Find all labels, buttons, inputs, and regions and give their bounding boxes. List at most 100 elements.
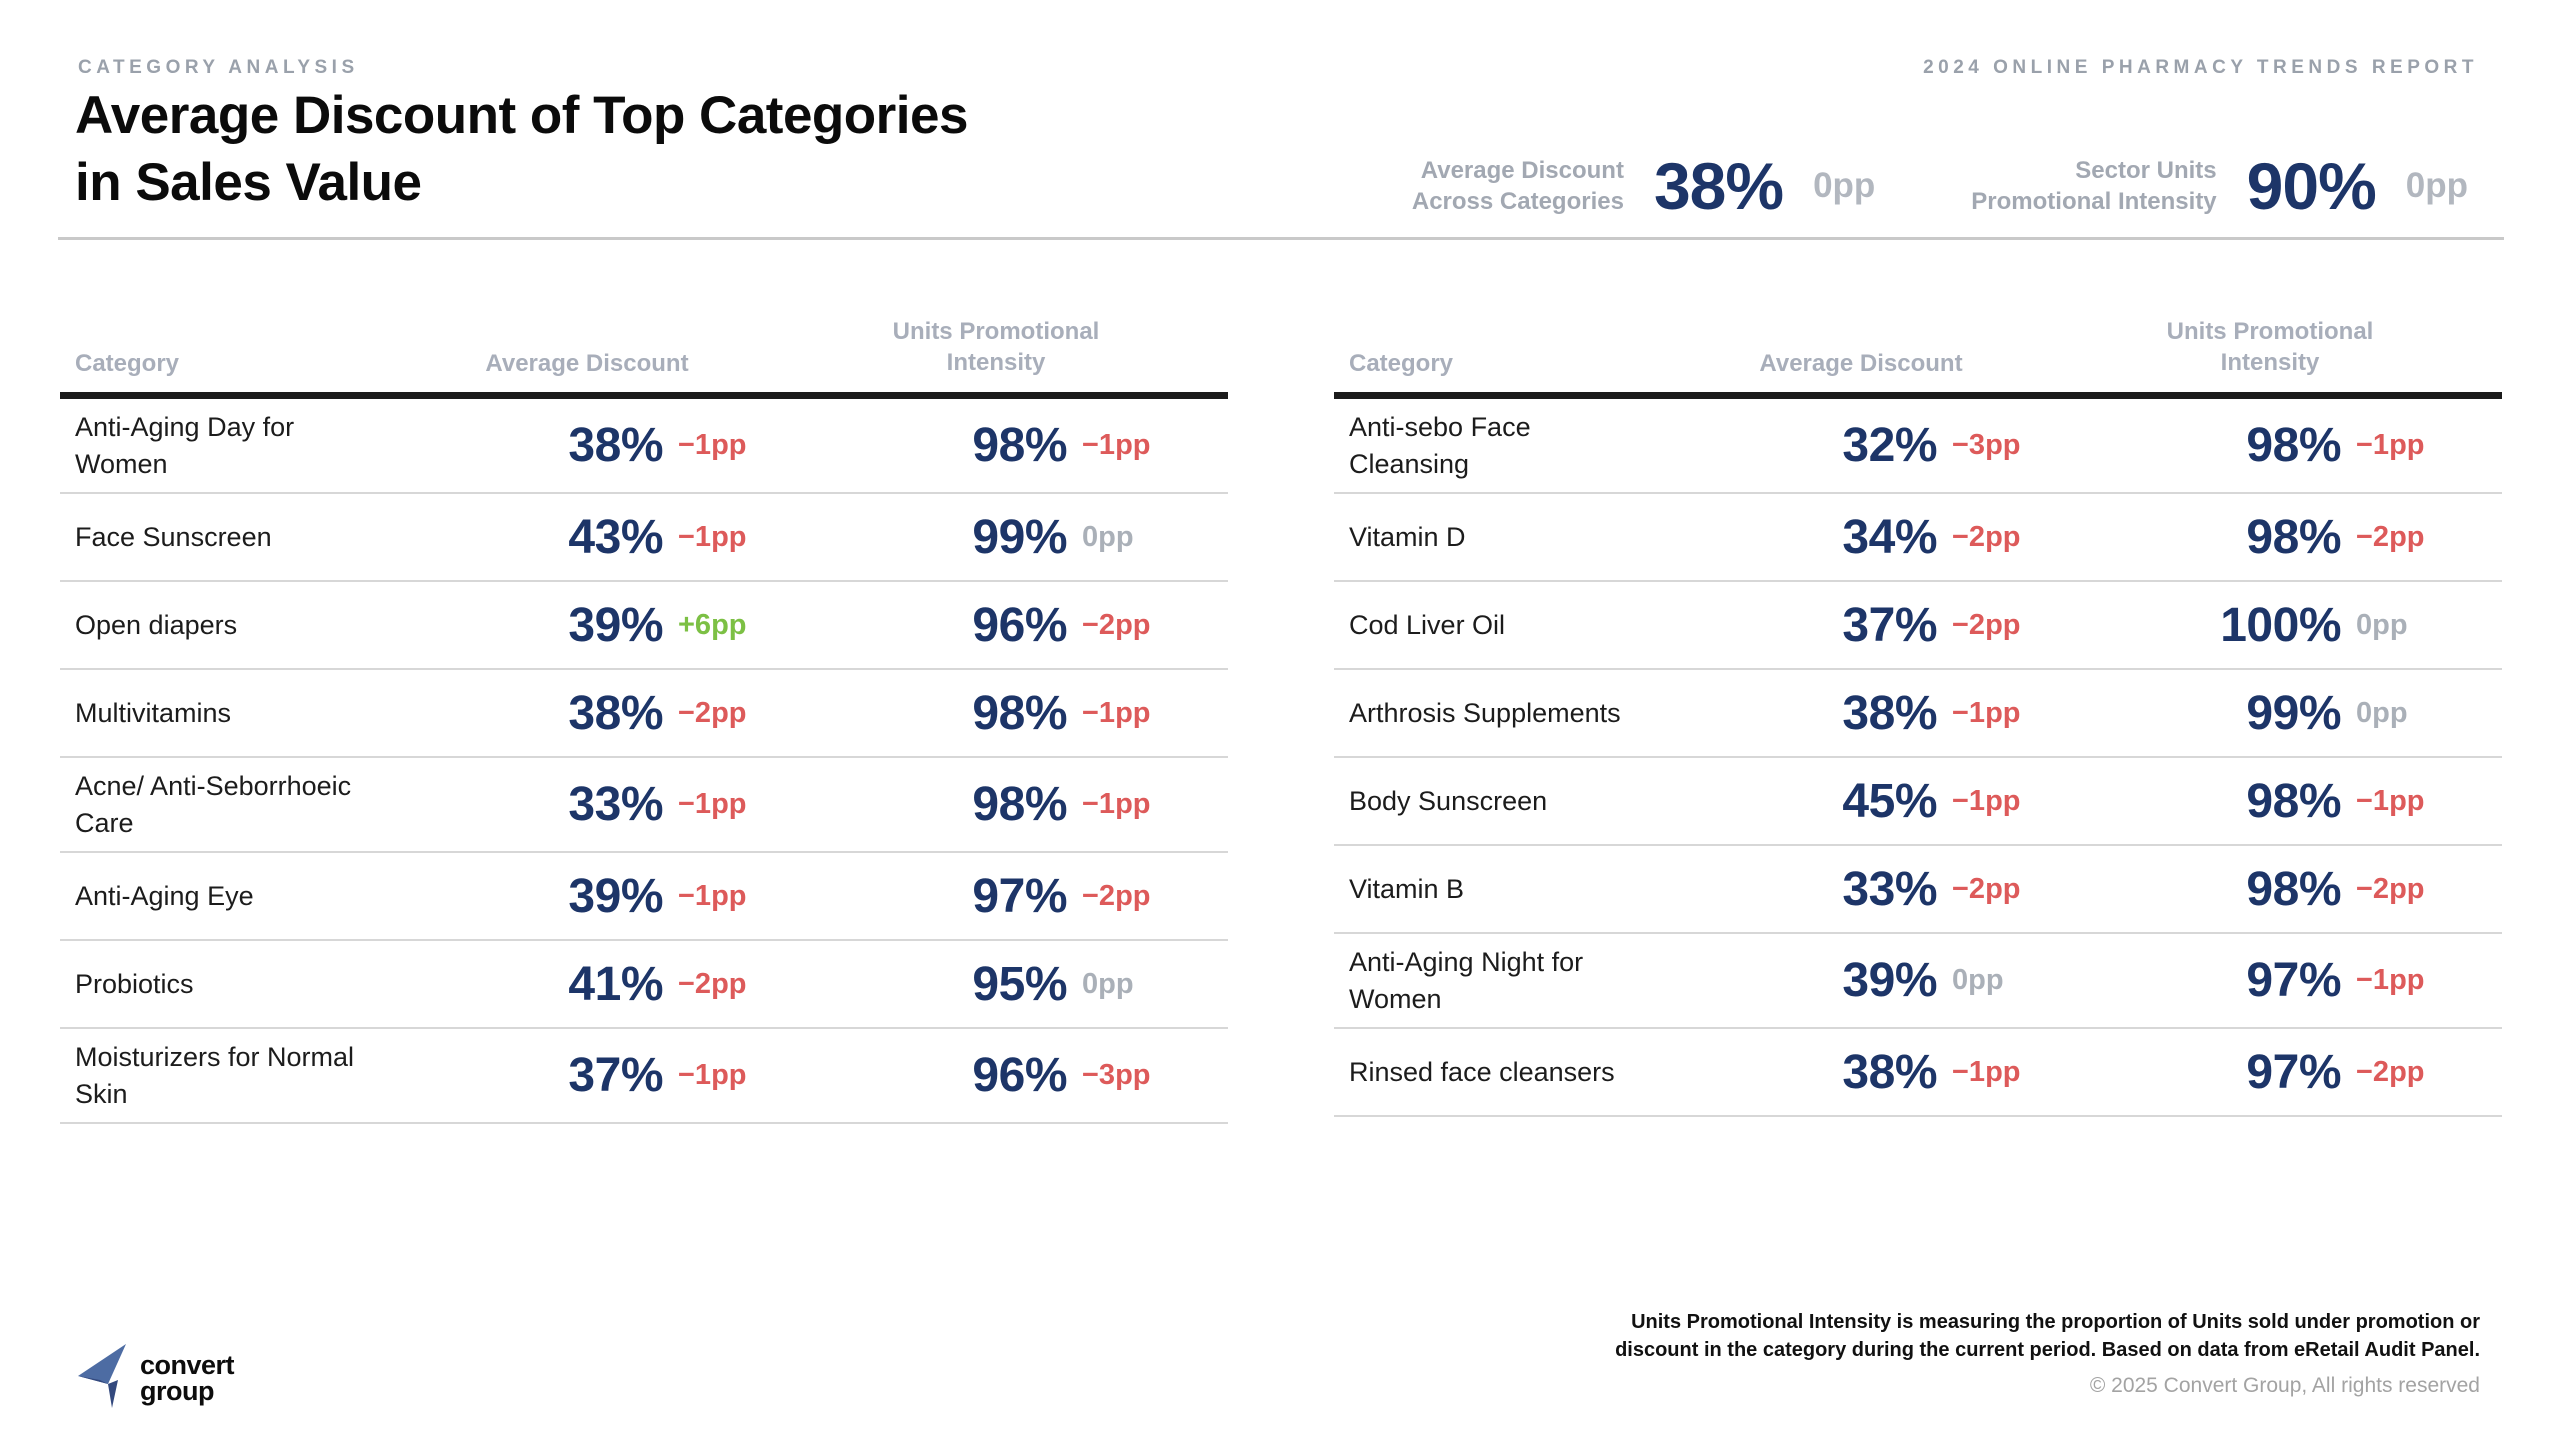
intensity-value: 95%	[972, 957, 1067, 1011]
intensity-value: 98%	[2246, 774, 2341, 828]
table-row: Anti-Aging Day for Women 38% −1pp 98% −1…	[60, 399, 1228, 495]
category-cell: Moisturizers for Normal Skin	[75, 1042, 355, 1109]
intensity-cell: 98% −1pp	[814, 418, 1228, 473]
intensity-cell: 98% −2pp	[2088, 510, 2502, 565]
methodology-note: Units Promotional Intensity is measuring…	[1615, 1311, 2480, 1361]
intensity-cell: 96% −3pp	[814, 1048, 1228, 1103]
intensity-cell: 98% −1pp	[814, 686, 1228, 741]
intensity-delta: −1pp	[1082, 696, 1151, 729]
discount-delta: −2pp	[1952, 872, 2021, 905]
discount-value: 38%	[568, 419, 663, 473]
intensity-delta: −2pp	[2356, 872, 2425, 905]
discount-value: 32%	[1842, 419, 1937, 473]
average-discount-cell: 34% −2pp	[1674, 510, 2088, 565]
table-row: Cod Liver Oil 37% −2pp 100% 0pp	[1334, 582, 2502, 671]
intensity-delta: −1pp	[2356, 784, 2425, 817]
average-discount-cell: 38% −1pp	[400, 418, 814, 473]
table-row: Vitamin D 34% −2pp 98% −2pp	[1334, 494, 2502, 583]
intensity-cell: 96% −2pp	[814, 598, 1228, 653]
discount-value: 39%	[568, 598, 663, 652]
average-discount-cell: 33% −1pp	[400, 777, 814, 832]
table-row: Multivitamins 38% −2pp 98% −1pp	[60, 670, 1228, 759]
discount-value: 38%	[568, 686, 663, 740]
intensity-value: 100%	[2220, 598, 2341, 652]
average-discount-cell: 38% −2pp	[400, 686, 814, 741]
page-title: Average Discount of Top Categories in Sa…	[75, 82, 968, 217]
intensity-cell: 99% 0pp	[2088, 686, 2502, 741]
average-discount-cell: 38% −1pp	[1674, 1045, 2088, 1100]
discount-value: 41%	[568, 957, 663, 1011]
table-row: Body Sunscreen 45% −1pp 98% −1pp	[1334, 758, 2502, 847]
discount-delta: −1pp	[678, 520, 747, 553]
average-discount-cell: 38% −1pp	[1674, 686, 2088, 741]
intensity-cell: 98% −2pp	[2088, 862, 2502, 917]
intensity-cell: 97% −1pp	[2088, 953, 2502, 1008]
tables-container: Category Average Discount Units Promotio…	[60, 316, 2502, 1124]
intensity-value: 96%	[972, 1049, 1067, 1103]
category-cell: Anti-Aging Day for Women	[75, 412, 295, 479]
kpi-row: Average Discount Across Categories 38% 0…	[1412, 148, 2468, 224]
intensity-cell: 98% −1pp	[2088, 418, 2502, 473]
discount-value: 38%	[1842, 686, 1937, 740]
category-table-right: Category Average Discount Units Promotio…	[1334, 316, 2502, 1124]
intensity-value: 97%	[2246, 1045, 2341, 1099]
discount-delta: −1pp	[678, 788, 747, 821]
intensity-cell: 95% 0pp	[814, 957, 1228, 1012]
kpi-value: 38%	[1653, 149, 1784, 223]
category-cell: Vitamin B	[1349, 874, 1465, 905]
kpi-label: Sector Units Promotional Intensity	[1971, 156, 2217, 215]
kpi-sector-intensity: Sector Units Promotional Intensity 90% 0…	[1971, 148, 2468, 224]
discount-delta: 0pp	[1952, 964, 2004, 997]
table-row: Open diapers 39% +6pp 96% −2pp	[60, 582, 1228, 671]
intensity-value: 98%	[972, 419, 1067, 473]
kpi-average-discount: Average Discount Across Categories 38% 0…	[1412, 148, 1875, 224]
table-body: Anti-Aging Day for Women 38% −1pp 98% −1…	[60, 399, 1228, 1124]
average-discount-cell: 39% +6pp	[400, 598, 814, 653]
intensity-cell: 97% −2pp	[2088, 1045, 2502, 1100]
average-discount-cell: 43% −1pp	[400, 510, 814, 565]
category-cell: Probiotics	[75, 968, 194, 999]
header-average-discount: Average Discount	[485, 350, 689, 378]
average-discount-cell: 33% −2pp	[1674, 862, 2088, 917]
header-divider	[58, 237, 2504, 240]
intensity-delta: −1pp	[2356, 429, 2425, 462]
intensity-value: 96%	[972, 598, 1067, 652]
intensity-value: 98%	[972, 686, 1067, 740]
intensity-value: 98%	[972, 778, 1067, 832]
average-discount-cell: 41% −2pp	[400, 957, 814, 1012]
discount-value: 37%	[1842, 598, 1937, 652]
header-category: Category	[75, 350, 180, 378]
copyright-text: © 2025 Convert Group, All rights reserve…	[2089, 1374, 2480, 1397]
average-discount-cell: 32% −3pp	[1674, 418, 2088, 473]
kpi-label: Average Discount Across Categories	[1411, 156, 1624, 215]
discount-delta: +6pp	[678, 608, 747, 641]
table-row: Anti-sebo Face Cleansing 32% −3pp 98% −1…	[1334, 399, 2502, 495]
page-title-line1: Average Discount of Top Categories	[75, 86, 968, 145]
discount-delta: −3pp	[1952, 429, 2021, 462]
kpi-delta: 0pp	[1813, 166, 1876, 205]
intensity-delta: −2pp	[1082, 879, 1151, 912]
category-cell: Cod Liver Oil	[1349, 610, 1506, 641]
average-discount-cell: 37% −2pp	[1674, 598, 2088, 653]
category-cell: Anti-sebo Face Cleansing	[1349, 412, 1531, 479]
intensity-cell: 99% 0pp	[814, 510, 1228, 565]
intensity-value: 97%	[972, 869, 1067, 923]
category-cell: Multivitamins	[75, 698, 232, 729]
discount-value: 43%	[568, 510, 663, 564]
category-cell: Anti-Aging Night for Women	[1349, 947, 1584, 1014]
header-units-promotional-intensity: Units Promotional Intensity	[2166, 318, 2374, 377]
intensity-delta: −2pp	[2356, 520, 2425, 553]
table-row: Anti-Aging Night for Women 39% 0pp 97% −…	[1334, 934, 2502, 1030]
table-row: Acne/ Anti-Seborrhoeic Care 33% −1pp 98%…	[60, 758, 1228, 854]
category-cell: Rinsed face cleansers	[1349, 1056, 1615, 1087]
intensity-delta: 0pp	[1082, 520, 1134, 553]
intensity-cell: 100% 0pp	[2088, 598, 2502, 653]
intensity-cell: 98% −1pp	[2088, 774, 2502, 829]
discount-value: 45%	[1842, 774, 1937, 828]
intensity-delta: −2pp	[1082, 608, 1151, 641]
table-row: Vitamin B 33% −2pp 98% −2pp	[1334, 846, 2502, 935]
discount-value: 33%	[1842, 862, 1937, 916]
intensity-value: 98%	[2246, 419, 2341, 473]
discount-delta: −1pp	[1952, 696, 2021, 729]
